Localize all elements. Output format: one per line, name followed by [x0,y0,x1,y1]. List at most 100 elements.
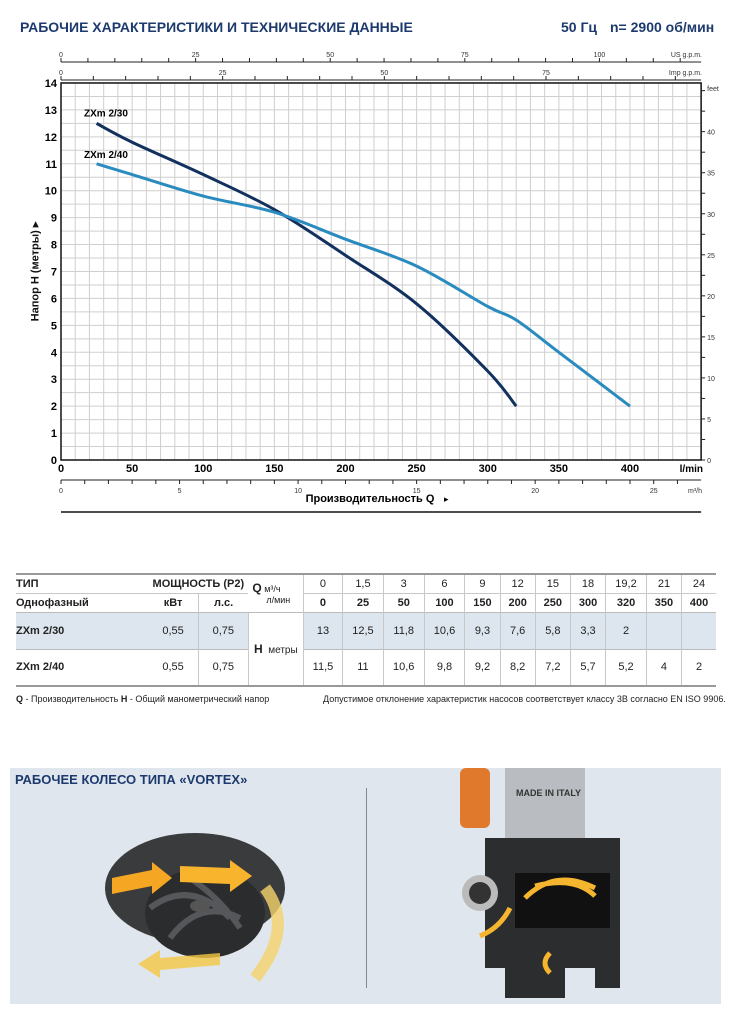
imp-gpm-tick-label: 0 [59,70,63,77]
head-value: 2 [605,611,647,649]
y-tick-label: 0 [51,455,57,467]
feet-tick-label: 5 [707,417,711,424]
flow-lmin: 50 [382,592,425,612]
m3h-unit-label: m³/h [688,488,702,495]
head-value: 11,8 [382,611,425,649]
kw-header: кВт [148,592,199,612]
flow-m3h: 0 [302,574,343,593]
y-tick-label: 12 [45,132,57,144]
flow-m3h: 24 [681,574,716,593]
h-label: H метры [247,611,304,686]
m3h-tick-label: 25 [650,488,658,495]
power-hp: 0,75 [197,611,249,649]
flow-lmin: 0 [302,592,343,612]
flow-m3h: 15 [534,574,571,593]
y-tick-label: 3 [51,374,57,386]
legend-footnote: Q - Производительность H - Общий маномет… [16,694,270,704]
y-tick-label: 2 [51,401,57,413]
head-value: 5,8 [534,611,571,649]
performance-chart: 0 50 100 150 200 250 300 350 400 l/min01234567891… [45,52,719,513]
us-gpm-tick-label: 25 [192,52,200,59]
model-name: ZXm 2/30 [16,611,149,649]
spec-table: ТИП МОЩНОСТЬ (P2) Q м³/ч л/мин 0 1,5 3 6 9 12 1… [16,573,716,687]
feet-tick-label: 0 [707,458,711,465]
head-value: 9,8 [423,648,465,686]
m3h-tick-label: 10 [294,488,302,495]
flow-m3h: 18 [569,574,606,593]
y-tick-label: 5 [51,320,57,332]
x-tick-label: 200 [336,463,354,475]
hp-header: л.с. [197,592,249,612]
power-header: МОЩНОСТЬ (P2) [152,577,245,590]
flow-lmin: 100 [423,592,465,612]
x-tick-label: 150 [265,463,283,475]
rpm: n= 2900 об/мин [610,19,715,35]
head-value: 5,7 [569,648,606,686]
m3h-tick-label: 0 [59,488,63,495]
m3h-tick-label: 5 [178,488,182,495]
flow-lmin: 400 [681,592,716,612]
x-tick-label: 350 [550,463,568,475]
feet-tick-label: 25 [707,253,715,260]
x-unit-label: l/min [680,464,703,475]
y-tick-label: 11 [45,159,57,171]
arrow-right-icon: ▸ [444,494,449,504]
x-tick-label: 50 [126,463,138,475]
us-gpm-tick-label: 75 [461,52,469,59]
y-tick-label: 7 [51,266,57,278]
pump-cutaway-illustration: MADE IN ITALY [460,768,620,998]
head-value: 8,2 [499,648,536,686]
x-tick-label: 100 [194,463,212,475]
y-tick-label: 1 [51,428,57,440]
model-name: ZXm 2/40 [16,648,149,686]
flow-m3h: 19,2 [605,574,647,593]
head-value: 11 [342,648,384,686]
head-value [645,611,682,649]
head-value [681,611,716,649]
flow-lmin: 200 [499,592,536,612]
y-tick-label: 9 [51,213,57,225]
head-value: 3,3 [569,611,606,649]
flow-m3h: 6 [423,574,465,593]
head-value: 7,2 [534,648,571,686]
imp-gpm-tick-label: 25 [219,70,227,77]
y-tick-label: 4 [51,347,58,359]
feet-tick-label: 10 [707,376,715,383]
series-line-zxm-2-40 [96,162,631,408]
m3h-tick-label: 15 [413,488,421,495]
flow-m3h: 1,5 [342,574,384,593]
power-kw: 0,55 [148,611,199,649]
flow-lmin: 150 [464,592,501,612]
impeller-illustration [105,833,285,982]
y-tick-label: 13 [45,105,57,117]
head-value: 2 [681,648,716,686]
flow-m3h: 9 [464,574,501,593]
us-gpm-tick-label: 100 [594,52,606,59]
head-value: 10,6 [423,611,465,649]
head-value: 10,6 [382,648,425,686]
phase-header: Однофазный [16,592,149,612]
flow-lmin: 320 [605,592,647,612]
x-tick-label: 0 [58,463,64,475]
series-label: ZXm 2/40 [84,150,128,161]
tolerance-note: Допустимое отклонение характеристик насо… [323,694,726,704]
panel-divider [366,788,367,988]
flow-lmin: 300 [569,592,606,612]
head-value: 13 [302,611,343,649]
flow-lmin: 350 [645,592,682,612]
pump-label: MADE IN ITALY [516,788,581,798]
y-tick-label: 8 [51,240,57,252]
head-value: 9,2 [464,648,501,686]
flow-m3h: 3 [382,574,425,593]
head-value: 5,2 [605,648,647,686]
q-header: Q м³/ч л/мин [252,581,291,606]
head-value: 7,6 [499,611,536,649]
feet-tick-label: 40 [707,130,715,137]
x-tick-label: 400 [621,463,639,475]
us-gpm-tick-label: 0 [59,52,63,59]
series-line-zxm-2-30 [95,122,518,408]
us-gpm-unit-label: US g.p.m. [671,52,702,59]
head-value: 4 [645,648,682,686]
x-tick-label: 300 [479,463,497,475]
head-value: 11,5 [302,648,343,686]
